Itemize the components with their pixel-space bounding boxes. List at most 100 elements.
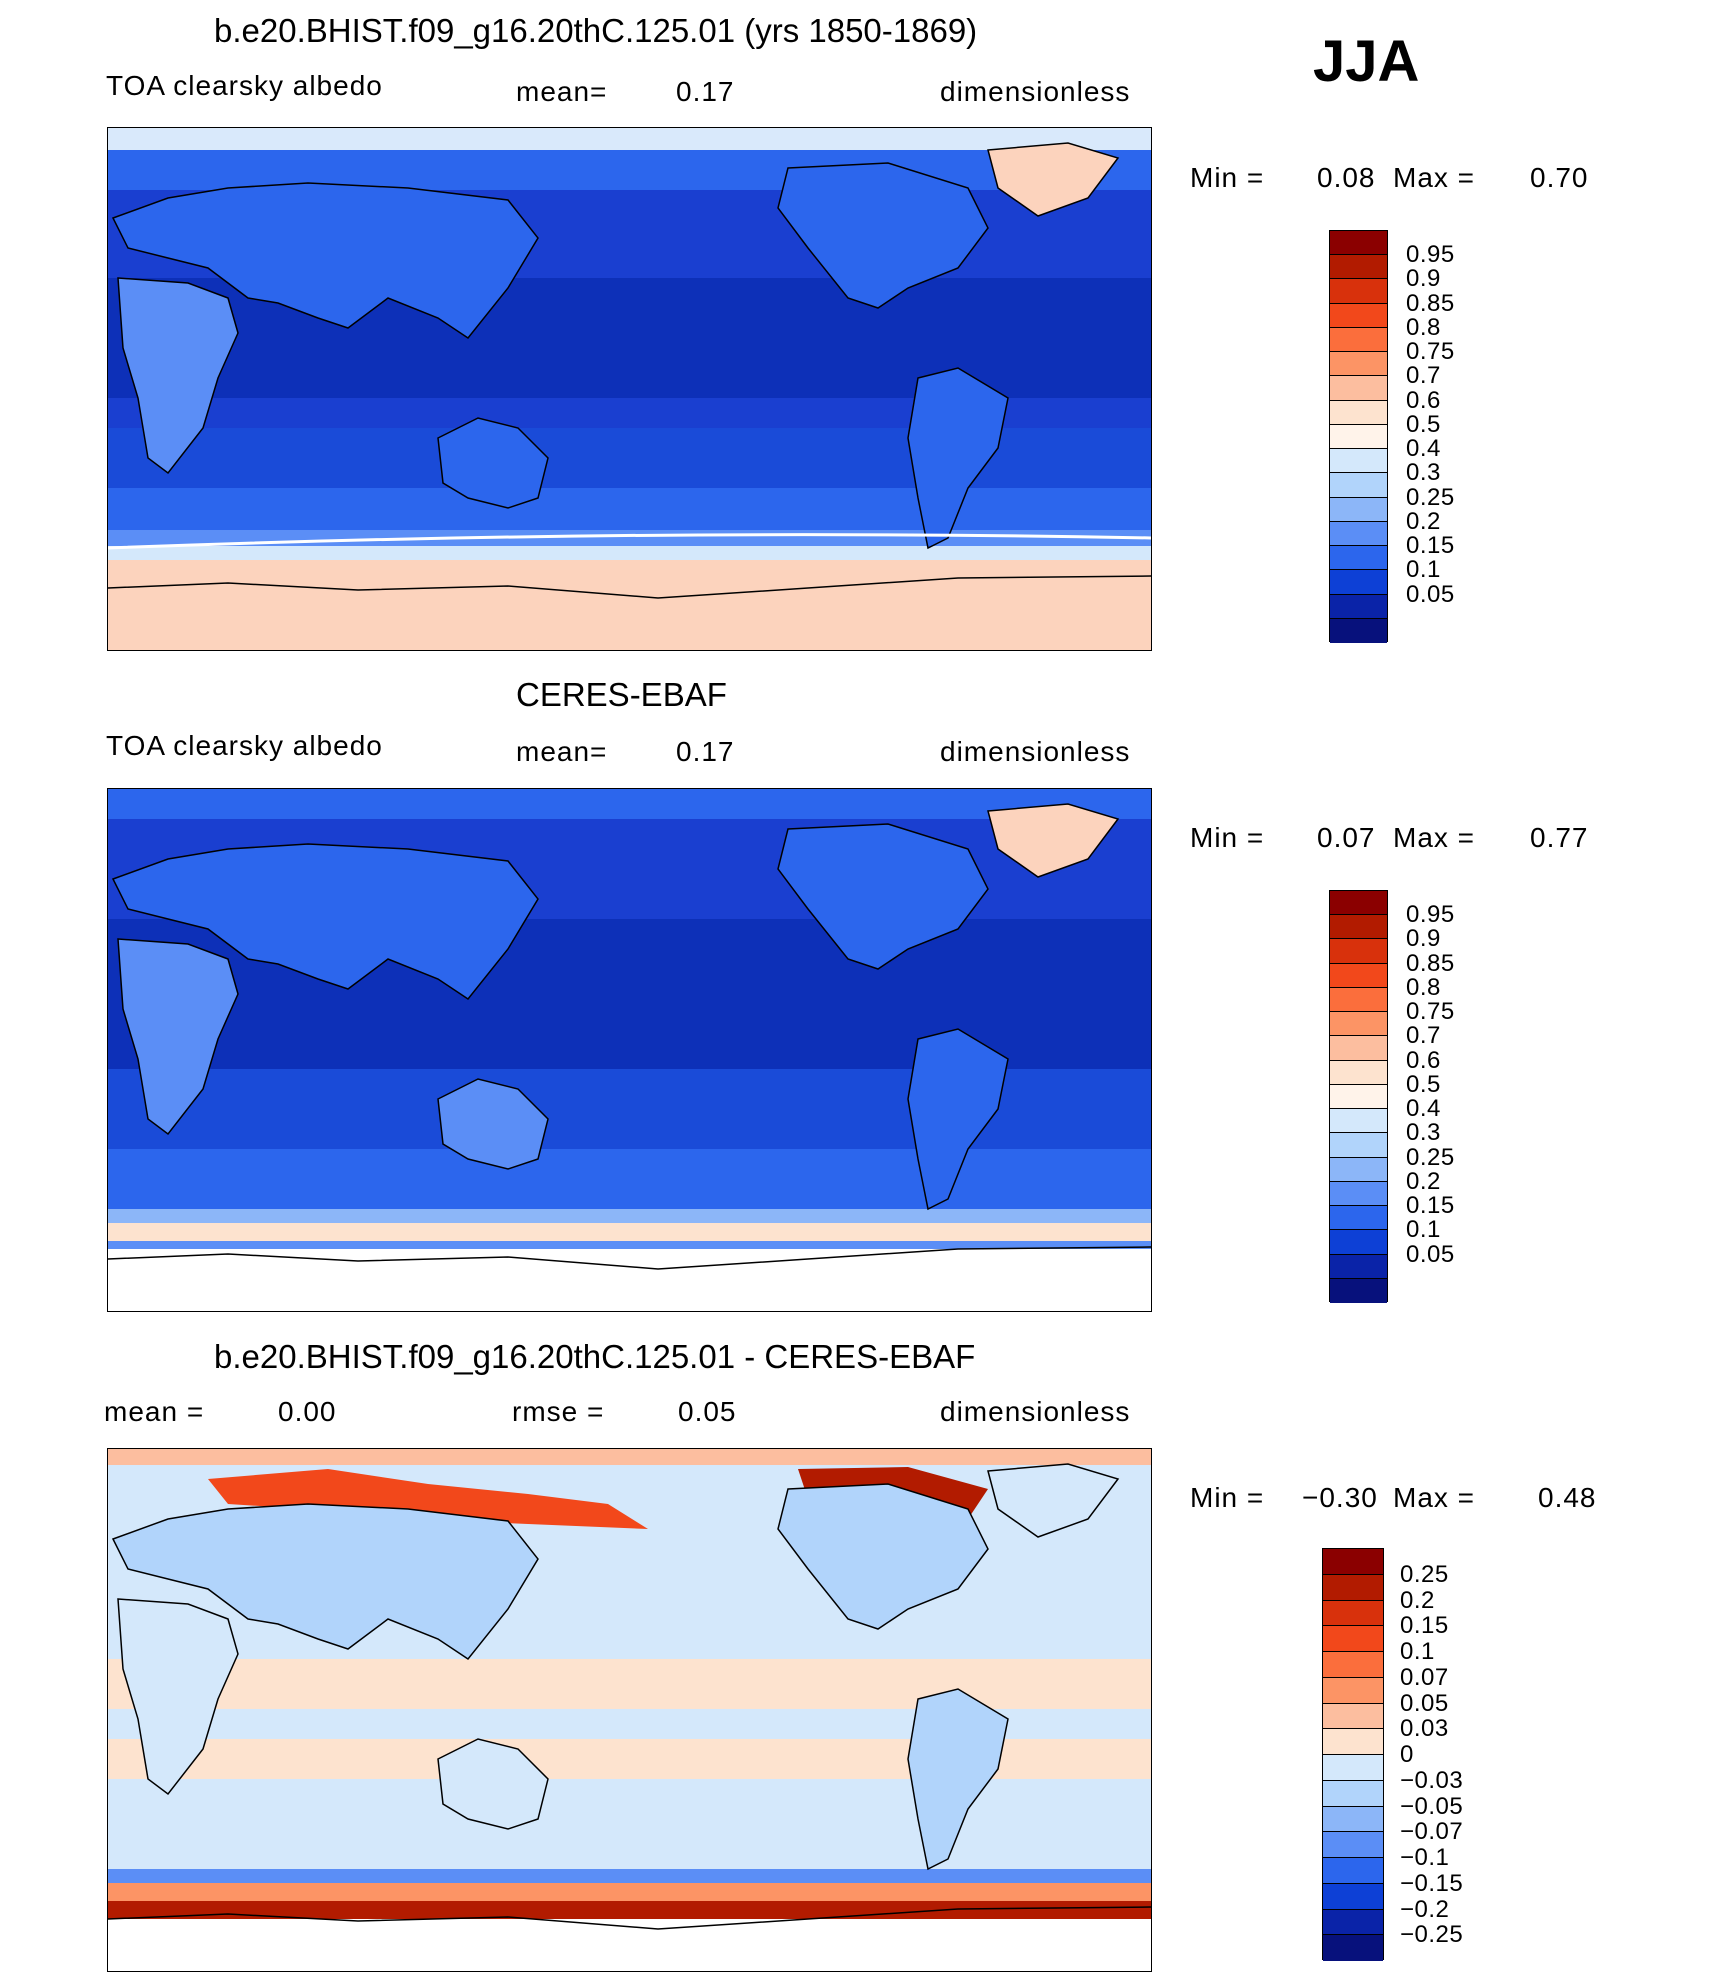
- panel-2-title: CERES-EBAF: [516, 676, 727, 713]
- colorbar-box: [1330, 376, 1387, 401]
- panel-1-title: b.e20.BHIST.f09_g16.20thC.125.01 (yrs 18…: [214, 12, 978, 49]
- colorbar-box: [1330, 618, 1387, 643]
- panel-2-max-label: Max =: [1393, 822, 1476, 853]
- colorbar-tick-label: 0.85: [1406, 949, 1455, 977]
- colorbar-box: [1330, 327, 1387, 353]
- panel-1-units: dimensionless: [940, 76, 1131, 107]
- colorbar-tick-label: 0: [1400, 1741, 1414, 1768]
- colorbar-box: [1330, 352, 1387, 377]
- colorbar-tick-label: 0.9: [1406, 265, 1441, 293]
- colorbar-tick-label: 0.25: [1406, 483, 1455, 511]
- colorbar-tick-label: 0.8: [1406, 313, 1441, 341]
- colorbar-box: [1323, 1780, 1383, 1807]
- panel-1-variable-label: TOA clearsky albedo: [106, 70, 383, 101]
- colorbar-box: [1330, 1109, 1387, 1134]
- colorbar-box: [1330, 1133, 1387, 1158]
- colorbar-box: [1323, 1883, 1383, 1910]
- colorbar-box: [1330, 303, 1387, 328]
- panel-1-max-value: 0.70: [1530, 162, 1589, 193]
- colorbar-box: [1330, 449, 1387, 474]
- colorbar-box: [1323, 1549, 1383, 1575]
- colorbar-tick-label: −0.2: [1400, 1895, 1450, 1923]
- panel-3-units: dimensionless: [940, 1396, 1131, 1427]
- colorbar-tick-label: −0.03: [1400, 1766, 1464, 1794]
- colorbar-tick-label: 0.6: [1406, 386, 1441, 414]
- colorbar-tick-label: −0.05: [1400, 1792, 1464, 1820]
- colorbar-box: [1330, 987, 1387, 1013]
- colorbar-box: [1323, 1626, 1383, 1652]
- panel-2-units: dimensionless: [940, 736, 1131, 767]
- colorbar-box: [1330, 546, 1387, 571]
- colorbar-tick-label: −0.15: [1400, 1869, 1464, 1897]
- colorbar-box: [1330, 1254, 1387, 1279]
- colorbar-tick-label: 0.1: [1406, 1216, 1441, 1244]
- colorbar-box: [1330, 1012, 1387, 1037]
- colorbar-box: [1330, 891, 1387, 916]
- colorbar-tick-label: 0.15: [1406, 532, 1455, 560]
- colorbar-tick-label: 0.3: [1406, 459, 1441, 487]
- colorbar-box: [1323, 1806, 1383, 1833]
- colorbar-box: [1323, 1858, 1383, 1884]
- colorbar-tick-label: 0.2: [1406, 507, 1441, 535]
- colorbar-tick-label: 0.05: [1400, 1689, 1449, 1717]
- colorbar-tick-label: 0.15: [1406, 1192, 1455, 1220]
- colorbar-tick-label: 0.85: [1406, 289, 1455, 317]
- colorbar-tick-label: 0.25: [1406, 1143, 1455, 1171]
- colorbar-tick-label: 0.6: [1406, 1046, 1441, 1074]
- colorbar-tick-label: 0.25: [1400, 1560, 1449, 1588]
- colorbar-box: [1330, 400, 1387, 425]
- panel-2-variable-label: TOA clearsky albedo: [106, 730, 383, 761]
- colorbar-box: [1330, 1181, 1387, 1207]
- colorbar-box: [1330, 279, 1387, 304]
- panel-3-max-value: 0.48: [1538, 1482, 1597, 1513]
- panel-3-min-value: −0.30: [1302, 1482, 1378, 1513]
- colorbar-tick-label: 0.03: [1400, 1715, 1449, 1743]
- colorbar-tick-label: 0.4: [1406, 435, 1441, 463]
- colorbar-tick-label: 0.95: [1406, 901, 1455, 929]
- colorbar-box: [1330, 939, 1387, 964]
- season-label: JJA: [1313, 29, 1420, 94]
- colorbar-tick-label: 0.4: [1406, 1095, 1441, 1123]
- colorbar-tick-label: −0.07: [1400, 1818, 1464, 1846]
- panel-3-rmse-label: rmse =: [512, 1396, 605, 1427]
- panel-2-max-value: 0.77: [1530, 822, 1589, 853]
- colorbar-box: [1330, 915, 1387, 940]
- colorbar-tick-label: 0.3: [1406, 1119, 1441, 1147]
- colorbar-box: [1330, 594, 1387, 619]
- panel-2-min-value: 0.07: [1317, 822, 1376, 853]
- colorbar-box: [1330, 255, 1387, 280]
- colorbar-tick-label: 0.07: [1400, 1663, 1449, 1691]
- colorbar-box: [1323, 1909, 1383, 1936]
- colorbar-box: [1330, 1157, 1387, 1182]
- colorbar-box: [1330, 424, 1387, 450]
- colorbar-box: [1323, 1935, 1383, 1961]
- colorbar-tick-label: 0.15: [1400, 1612, 1449, 1640]
- colorbar-tick-label: 0.9: [1406, 925, 1441, 953]
- panel-3-colorbar: [1322, 1548, 1384, 1961]
- panel-1-map: [107, 127, 1152, 651]
- panel-3-map-graphic: [108, 1449, 1151, 1971]
- panel-2-map: [107, 788, 1152, 1312]
- colorbar-tick-label: 0.1: [1400, 1638, 1435, 1665]
- colorbar-box: [1323, 1703, 1383, 1730]
- colorbar-box: [1330, 1278, 1387, 1303]
- colorbar-box: [1323, 1729, 1383, 1755]
- colorbar-box: [1323, 1600, 1383, 1627]
- colorbar-box: [1330, 570, 1387, 595]
- colorbar-tick-label: −0.25: [1400, 1921, 1464, 1949]
- colorbar-tick-label: 0.05: [1406, 580, 1455, 608]
- panel-1-max-label: Max =: [1393, 162, 1476, 193]
- panel-1-min-label: Min =: [1190, 162, 1265, 193]
- colorbar-tick-label: 0.75: [1406, 998, 1455, 1026]
- panel-1-mean-label: mean=: [516, 76, 608, 107]
- colorbar-tick-label: 0.5: [1406, 1070, 1441, 1098]
- colorbar-box: [1330, 963, 1387, 988]
- panel-1-min-value: 0.08: [1317, 162, 1376, 193]
- colorbar-box: [1330, 473, 1387, 498]
- panel-1-mean-value: 0.17: [676, 76, 735, 107]
- panel-3-rmse-value: 0.05: [678, 1396, 737, 1427]
- colorbar-box: [1330, 1206, 1387, 1231]
- colorbar-box: [1330, 1230, 1387, 1255]
- colorbar-box: [1323, 1574, 1383, 1601]
- colorbar-tick-label: 0.75: [1406, 338, 1455, 366]
